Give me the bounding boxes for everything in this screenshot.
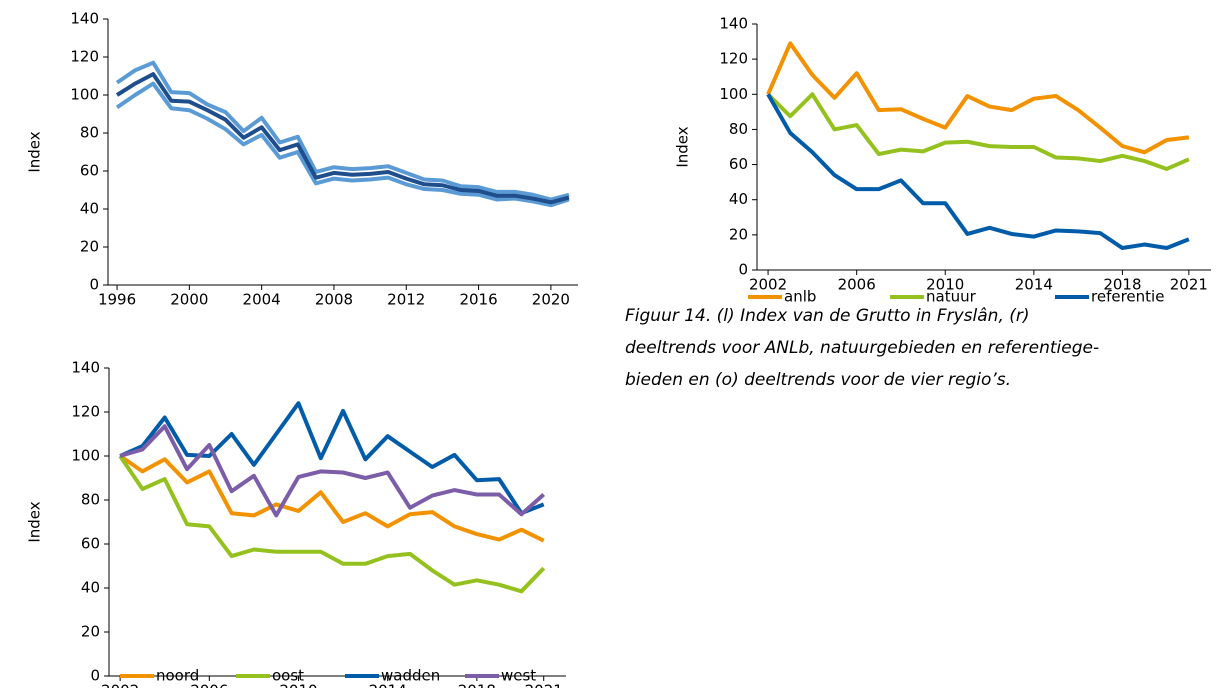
y-tick-label: 40 <box>80 200 99 218</box>
y-tick-label: 0 <box>738 261 748 279</box>
series-line <box>766 92 1190 171</box>
y-tick-label: 80 <box>729 120 748 138</box>
y-tick-label: 20 <box>729 225 748 243</box>
y-tick-label: 100 <box>71 447 100 465</box>
x-tick-label: 1996 <box>98 291 136 309</box>
y-tick-label: 140 <box>70 10 99 28</box>
legend-label: natuur <box>926 288 977 306</box>
y-tick-label: 100 <box>719 85 748 103</box>
y-tick-label: 80 <box>80 124 99 142</box>
x-tick-label: 2006 <box>190 682 228 688</box>
y-axis-label: Index <box>26 131 44 172</box>
x-tick-label: 2016 <box>459 291 497 309</box>
legend-label: west <box>501 667 536 685</box>
x-tick-label: 2010 <box>279 682 317 688</box>
x-tick-label: 2010 <box>926 276 964 294</box>
y-tick-label: 20 <box>80 238 99 256</box>
x-tick-label: 2004 <box>243 291 281 309</box>
caption-line: Figuur 14. (l) Index van de Grutto in Fr… <box>625 306 1030 326</box>
y-axis-label: Index <box>26 501 44 542</box>
y-tick-label: 40 <box>729 190 748 208</box>
series-line <box>119 401 545 516</box>
y-tick-label: 140 <box>71 359 100 377</box>
y-tick-label: 100 <box>70 86 99 104</box>
caption-line: deeltrends voor ANLb, natuurgebieden en … <box>625 338 1100 358</box>
series-line <box>115 72 570 205</box>
y-tick-label: 120 <box>71 403 100 421</box>
x-tick-label: 2014 <box>369 682 407 688</box>
y-tick-label: 120 <box>70 48 99 66</box>
y-tick-label: 0 <box>90 667 100 685</box>
x-tick-label: 2014 <box>1015 276 1053 294</box>
y-tick-label: 140 <box>719 15 748 33</box>
legend-label: referentie <box>1091 288 1164 306</box>
series-line <box>766 41 1190 155</box>
series-line <box>115 81 570 208</box>
x-tick-label: 2018 <box>1103 276 1141 294</box>
legend-label: oost <box>272 667 304 685</box>
y-tick-label: 60 <box>729 155 748 173</box>
y-axis-label: Index <box>674 126 692 167</box>
y-tick-label: 0 <box>89 276 99 294</box>
y-tick-label: 60 <box>80 162 99 180</box>
y-tick-label: 60 <box>81 535 100 553</box>
legend-label: wadden <box>381 667 440 685</box>
x-tick-label: 2021 <box>525 682 563 688</box>
x-tick-label: 2002 <box>101 682 139 688</box>
series-line <box>115 60 570 202</box>
legend-label: anlb <box>784 288 816 306</box>
y-tick-label: 120 <box>719 50 748 68</box>
y-tick-label: 20 <box>81 623 100 641</box>
x-tick-label: 2021 <box>1170 276 1208 294</box>
series-line <box>119 454 545 543</box>
series-line <box>118 454 546 594</box>
series-line <box>119 424 546 518</box>
x-tick-label: 2008 <box>315 291 353 309</box>
caption: Figuur 14. (l) Index van de Grutto in Fr… <box>625 300 1227 396</box>
legend-label: noord <box>156 667 199 685</box>
x-tick-label: 2020 <box>532 291 570 309</box>
x-tick-label: 2002 <box>749 276 787 294</box>
x-tick-label: 2012 <box>387 291 425 309</box>
x-tick-label: 2000 <box>170 291 208 309</box>
y-tick-label: 80 <box>81 491 100 509</box>
series-line <box>766 93 1190 251</box>
x-tick-label: 2006 <box>838 276 876 294</box>
x-tick-label: 2018 <box>458 682 496 688</box>
y-tick-label: 40 <box>81 579 100 597</box>
caption-line: bieden en (o) deeltrends voor de vier re… <box>625 370 1012 390</box>
